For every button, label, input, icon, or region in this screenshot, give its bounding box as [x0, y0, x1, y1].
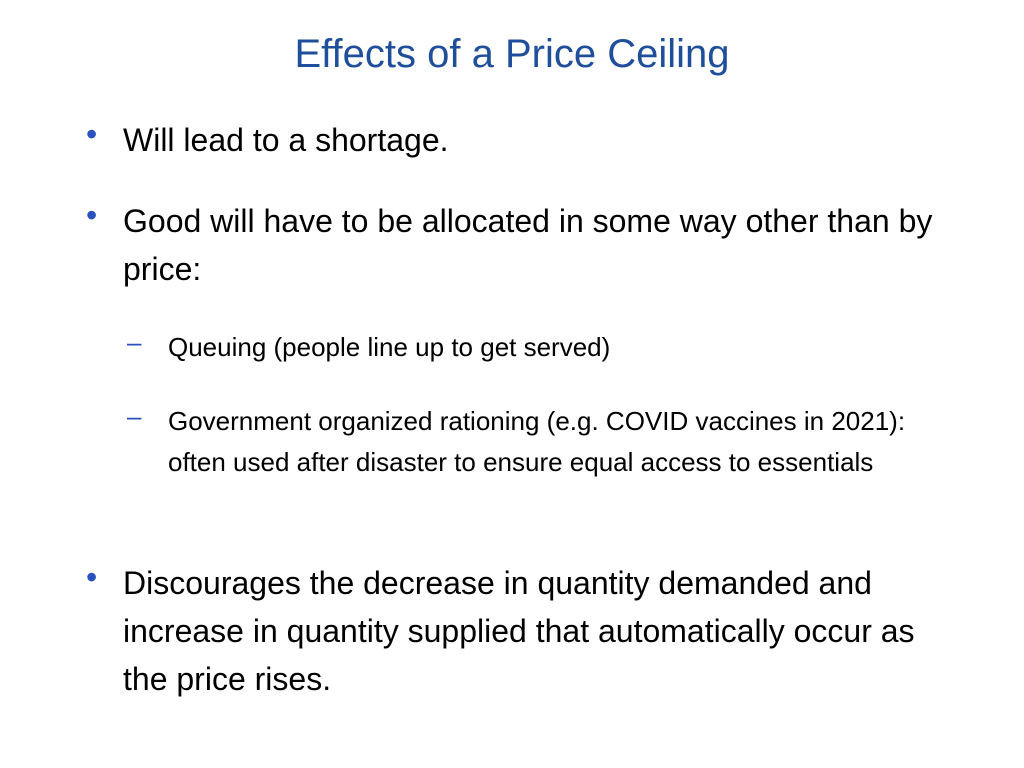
bullet-text: Discourages the decrease in quantity dem… — [123, 565, 915, 697]
bullet-icon: • — [86, 559, 98, 595]
dash-icon: – — [127, 401, 142, 431]
dash-icon: – — [127, 327, 142, 357]
bullet-text: Good will have to be allocated in some w… — [123, 203, 933, 287]
bullet-text: Will lead to a shortage. — [123, 122, 449, 158]
sub-bullet-text: Queuing (people line up to get served) — [168, 332, 611, 362]
slide-title: Effects of a Price Ceiling — [294, 32, 730, 76]
bullet-icon: • — [86, 116, 98, 152]
sub-bullet-text: Government organized rationing (e.g. COV… — [168, 406, 906, 477]
bullet-icon: • — [86, 197, 98, 233]
